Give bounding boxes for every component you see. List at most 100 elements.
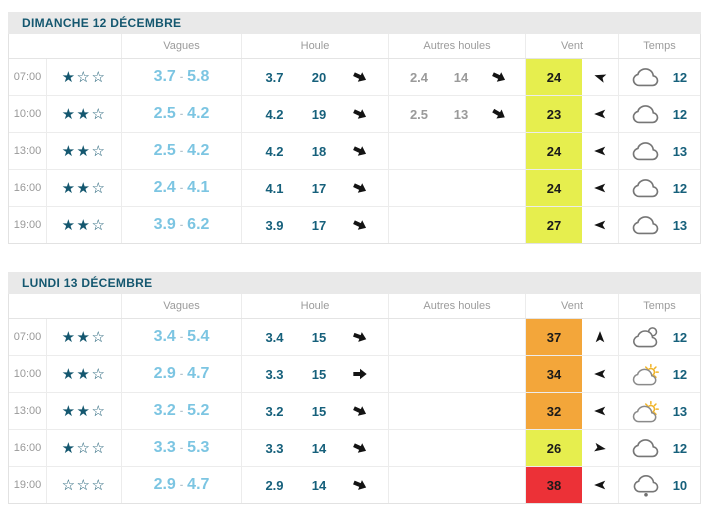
secondary-swell-cell <box>388 133 525 169</box>
swell-period: 15 <box>311 329 327 345</box>
column-header-row: Vagues Houle Autres houles Vent Temps <box>9 294 700 319</box>
secondary-swell-cell <box>388 207 525 243</box>
temperature: 12 <box>672 329 688 345</box>
secondary-swell-cell <box>388 393 525 429</box>
weather-icon <box>632 66 660 89</box>
swell-period: 15 <box>311 403 327 419</box>
forecast-row: 07:00 ★★☆ 3.4 - 5.4 3.4 15 37 <box>9 319 700 356</box>
secondary-swell-cell <box>388 430 525 466</box>
forecast-row: 19:00 ☆☆☆ 2.9 - 4.7 2.9 14 38 <box>9 467 700 503</box>
weather-icon <box>632 177 660 200</box>
time-label: 13:00 <box>13 405 42 417</box>
rows: 07:00 ★☆☆ 3.7 - 5.8 3.7 20 2.4 14 24 <box>9 59 700 243</box>
swell-height: 2.9 <box>265 477 284 493</box>
weather-icon <box>632 140 660 163</box>
secondary-swell-cell <box>388 467 525 503</box>
weather-cell: 13 <box>618 393 700 429</box>
time-label: 13:00 <box>13 145 42 157</box>
primary-swell-cell: 4.2 18 <box>241 133 388 169</box>
wave-height-cell: 2.5 - 4.2 <box>121 133 241 169</box>
wave-height-cell: 3.9 - 6.2 <box>121 207 241 243</box>
wind-cell: 23 <box>525 96 618 132</box>
swell-period: 15 <box>311 366 327 382</box>
wave-min: 2.5 <box>153 142 176 159</box>
swell-direction-icon <box>352 146 366 156</box>
wind-speed: 23 <box>526 96 582 132</box>
wave-min: 3.4 <box>153 328 176 345</box>
wind-direction-icon <box>594 146 606 156</box>
wind-direction-icon <box>594 183 606 193</box>
swell2-direction-icon <box>492 72 506 82</box>
forecast-row: 16:00 ★☆☆ 3.3 - 5.3 3.3 14 26 <box>9 430 700 467</box>
star-rating: ★★☆ <box>46 133 121 169</box>
wave-height-cell: 3.4 - 5.4 <box>121 319 241 355</box>
wind-cell: 38 <box>525 467 618 503</box>
star-rating: ★★☆ <box>46 356 121 392</box>
swell-height: 3.3 <box>265 440 284 456</box>
primary-swell-cell: 2.9 14 <box>241 467 388 503</box>
wind-cell: 24 <box>525 170 618 206</box>
forecast-row: 10:00 ★★☆ 2.9 - 4.7 3.3 15 34 <box>9 356 700 393</box>
weather-icon <box>632 103 660 126</box>
swell-direction-icon <box>352 368 367 380</box>
wave-range-separator: - <box>179 182 184 194</box>
star-rating: ★☆☆ <box>46 430 121 466</box>
rows: 07:00 ★★☆ 3.4 - 5.4 3.4 15 37 <box>9 319 700 503</box>
secondary-swell-cell: 2.4 14 <box>388 59 525 95</box>
primary-swell-cell: 3.3 15 <box>241 356 388 392</box>
column-header-temps: Temps <box>618 34 700 58</box>
wind-direction-icon <box>594 369 606 379</box>
forecast-tables: DIMANCHE 12 DÉCEMBRE Vagues Houle Autres… <box>8 12 701 504</box>
wind-cell: 27 <box>525 207 618 243</box>
weather-cell: 13 <box>618 207 700 243</box>
secondary-swell-cell <box>388 356 525 392</box>
wind-direction-icon <box>594 74 607 83</box>
wave-range-separator: - <box>179 368 184 380</box>
wind-speed: 34 <box>526 356 582 392</box>
swell2-direction-icon <box>492 108 505 119</box>
swell-direction-icon <box>352 183 366 193</box>
cloud-icon <box>633 142 659 161</box>
weather-cell: 12 <box>618 170 700 206</box>
time-label: 10:00 <box>13 108 42 120</box>
column-header-autres-houles: Autres houles <box>388 34 525 58</box>
column-header-blank <box>9 34 121 58</box>
time-cell: 13:00 <box>9 133 46 169</box>
wind-speed: 32 <box>526 393 582 429</box>
weather-icon <box>632 474 660 497</box>
secondary-swell-cell: 2.5 13 <box>388 96 525 132</box>
secondary-swell-cell <box>388 170 525 206</box>
forecast-row: 10:00 ★★☆ 2.5 - 4.2 4.2 19 2.5 13 23 <box>9 96 700 133</box>
wave-height-cell: 3.2 - 5.2 <box>121 393 241 429</box>
sun-cloud-icon <box>632 363 659 385</box>
wave-range-separator: - <box>179 405 184 417</box>
wave-min: 3.3 <box>153 439 176 456</box>
swell-height: 4.2 <box>265 106 284 122</box>
wave-height-cell: 2.4 - 4.1 <box>121 170 241 206</box>
column-header-vagues: Vagues <box>121 294 241 318</box>
wind-direction <box>582 478 618 492</box>
day-section: LUNDI 13 DÉCEMBRE Vagues Houle Autres ho… <box>8 272 701 504</box>
wave-height-cell: 3.3 - 5.3 <box>121 430 241 466</box>
wave-min: 3.2 <box>153 402 176 419</box>
wind-direction <box>582 107 618 121</box>
weather-cell: 12 <box>618 59 700 95</box>
day-section: DIMANCHE 12 DÉCEMBRE Vagues Houle Autres… <box>8 12 701 244</box>
time-label: 07:00 <box>13 331 42 343</box>
wind-direction <box>582 404 618 418</box>
primary-swell-cell: 3.3 14 <box>241 430 388 466</box>
time-label: 16:00 <box>13 442 42 454</box>
forecast-grid: Vagues Houle Autres houles Vent Temps 07… <box>8 294 701 504</box>
temperature: 12 <box>672 440 688 456</box>
time-cell: 10:00 <box>9 96 46 132</box>
swell-direction-icon <box>352 72 366 82</box>
column-header-vent: Vent <box>525 34 618 58</box>
swell-period: 19 <box>311 106 327 122</box>
swell-height: 3.4 <box>265 329 284 345</box>
wind-direction <box>582 181 618 195</box>
wave-height-cell: 2.9 - 4.7 <box>121 467 241 503</box>
wind-direction-icon <box>594 406 606 416</box>
time-cell: 07:00 <box>9 319 46 355</box>
wave-max: 4.7 <box>187 365 210 382</box>
